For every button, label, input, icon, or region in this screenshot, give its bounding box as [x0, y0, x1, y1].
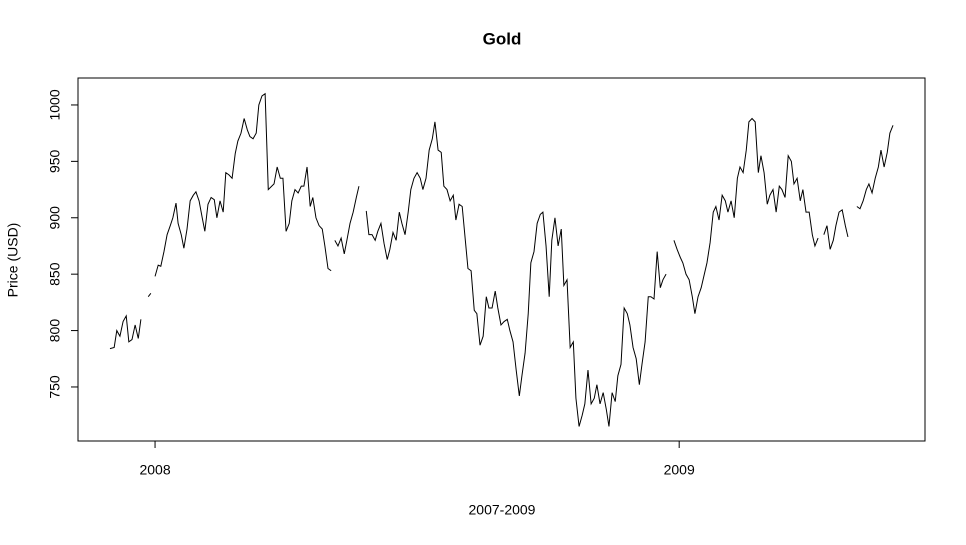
price-line: [109, 92, 894, 427]
y-axis-label: Price (USD): [5, 223, 21, 298]
x-tick-label: 2008: [139, 462, 170, 478]
x-tick-label: 2009: [664, 462, 695, 478]
x-axis-label: 2007-2009: [469, 502, 536, 518]
chart-title: Gold: [483, 29, 522, 48]
y-tick-label: 1000: [47, 89, 63, 120]
y-tick-label: 850: [47, 262, 63, 286]
y-tick-label: 950: [47, 149, 63, 173]
plot-box: [77, 77, 926, 442]
y-tick-label: 900: [47, 206, 63, 230]
y-tick-label: 750: [47, 375, 63, 399]
y-tick-label: 800: [47, 319, 63, 343]
